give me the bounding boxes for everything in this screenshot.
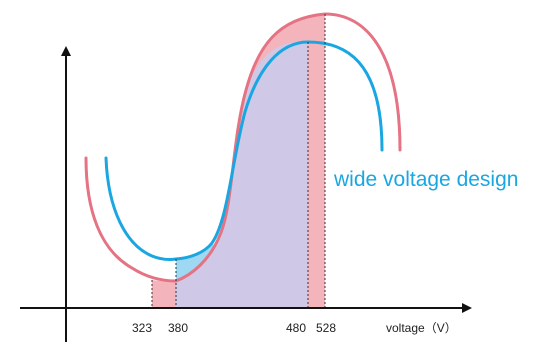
- low-end-fill: [176, 243, 215, 281]
- wide-voltage-annotation: wide voltage design: [333, 168, 518, 191]
- inner-curve: [104, 40, 384, 262]
- tick-label-528: 528: [316, 321, 336, 335]
- tick-label-380: 380: [168, 321, 188, 335]
- tick-label-323: 323: [132, 321, 152, 335]
- standard-range-fill: [176, 41, 308, 309]
- x-axis-label: voltage（V）: [386, 321, 457, 335]
- tick-label-480: 480: [286, 321, 306, 335]
- outer-curve: [84, 12, 402, 283]
